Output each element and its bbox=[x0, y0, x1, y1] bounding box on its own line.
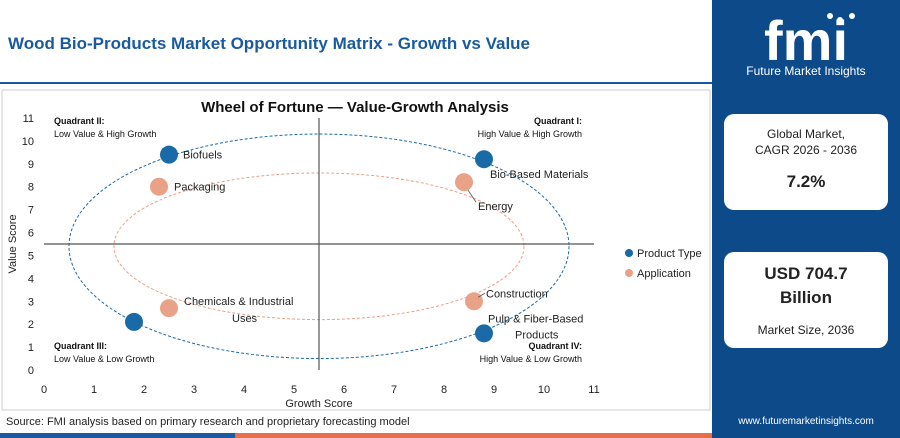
source-note: Source: FMI analysis based on primary re… bbox=[6, 416, 410, 428]
x-axis-label: Growth Score bbox=[285, 398, 352, 410]
bottom-accent-bar bbox=[0, 433, 712, 438]
y-axis-label: Value Score bbox=[7, 214, 19, 273]
legend-label-product: Product Type bbox=[637, 248, 702, 260]
brand-tagline: Future Market Insights bbox=[746, 64, 866, 78]
construction-leader-line bbox=[477, 292, 486, 298]
y-tick-label: 9 bbox=[28, 159, 34, 171]
quadrant-4-desc: High Value & Low Growth bbox=[480, 354, 582, 364]
quadrant-3-desc: Low Value & Low Growth bbox=[54, 354, 154, 364]
data-point bbox=[160, 145, 178, 164]
point-label: Construction bbox=[486, 288, 548, 300]
x-tick-label: 2 bbox=[141, 384, 147, 396]
x-tick-label: 7 bbox=[391, 384, 397, 396]
page-title: Wood Bio-Products Market Opportunity Mat… bbox=[8, 34, 531, 53]
data-point bbox=[455, 173, 473, 192]
x-tick-label: 10 bbox=[538, 384, 550, 396]
x-tick-label: 9 bbox=[491, 384, 497, 396]
x-tick-label: 1 bbox=[91, 384, 97, 396]
point-label: Energy bbox=[478, 201, 513, 213]
point-label: Biofuels bbox=[183, 150, 223, 162]
data-point bbox=[475, 324, 493, 343]
header-divider bbox=[0, 82, 712, 84]
data-point bbox=[475, 150, 493, 169]
y-tick-label: 3 bbox=[28, 296, 34, 308]
market-size-card: USD 704.7 Billion Market Size, 2036 bbox=[724, 252, 888, 348]
chart-frame bbox=[1, 89, 711, 411]
scatter-chart: Wheel of Fortune — Value-Growth Analysis… bbox=[1, 89, 711, 411]
point-label: Pulp & Fiber-Based bbox=[488, 313, 583, 325]
quadrant-2-title: Quadrant II: bbox=[54, 116, 105, 126]
point-label: Uses bbox=[232, 313, 258, 325]
cagr-label-2: CAGR 2026 - 2036 bbox=[754, 143, 858, 157]
quadrant-3-title: Quadrant III: bbox=[54, 341, 107, 351]
data-point bbox=[465, 292, 483, 311]
x-tick-label: 8 bbox=[441, 384, 447, 396]
y-tick-label: 7 bbox=[28, 205, 34, 217]
cagr-card: Global Market, CAGR 2026 - 2036 7.2% bbox=[724, 114, 888, 210]
size-value-1: USD 704.7 bbox=[764, 264, 848, 283]
x-tick-label: 3 bbox=[191, 384, 197, 396]
legend-swatch-application bbox=[625, 269, 633, 277]
point-label: Packaging bbox=[174, 182, 225, 194]
size-value-2: Billion bbox=[780, 288, 832, 307]
y-tick-label: 11 bbox=[23, 113, 34, 125]
y-tick-label: 6 bbox=[28, 228, 34, 240]
fmi-logo: fmi bbox=[764, 9, 855, 72]
logo-text: fmi bbox=[764, 9, 848, 72]
x-tick-label: 4 bbox=[241, 384, 247, 396]
quadrant-1-title: Quadrant I: bbox=[534, 116, 582, 126]
x-tick-label: 5 bbox=[291, 384, 297, 396]
point-label: Chemicals & Industrial bbox=[184, 296, 293, 308]
y-tick-label: 1 bbox=[28, 342, 34, 354]
info-panel: fmi Future Market Insights Global Market… bbox=[712, 0, 900, 438]
energy-leader-line bbox=[467, 189, 477, 203]
y-tick-label: 8 bbox=[28, 182, 34, 194]
y-tick-label: 10 bbox=[22, 136, 34, 148]
point-label: Products bbox=[515, 329, 559, 341]
y-tick-label: 5 bbox=[28, 250, 34, 262]
data-point bbox=[150, 177, 168, 196]
quadrant-1-desc: High Value & High Growth bbox=[478, 129, 582, 139]
website-link[interactable]: www.futuremarketinsights.com bbox=[738, 416, 874, 427]
data-point bbox=[160, 299, 178, 318]
legend-label-application: Application bbox=[637, 268, 691, 280]
size-label: Market Size, 2036 bbox=[757, 323, 855, 337]
chart-title: Wheel of Fortune — Value-Growth Analysis bbox=[201, 99, 509, 116]
x-tick-label: 0 bbox=[41, 384, 47, 396]
point-label: Bio-Based Materials bbox=[490, 169, 589, 181]
quadrant-2-desc: Low Value & High Growth bbox=[54, 129, 156, 139]
y-tick-label: 0 bbox=[28, 365, 34, 377]
y-tick-label: 4 bbox=[28, 273, 34, 285]
x-tick-label: 11 bbox=[588, 384, 599, 396]
quadrant-4-title: Quadrant IV: bbox=[528, 341, 582, 351]
legend-swatch-product bbox=[625, 249, 633, 257]
data-point bbox=[125, 312, 143, 331]
y-tick-label: 2 bbox=[28, 319, 34, 331]
cagr-value: 7.2% bbox=[786, 172, 826, 191]
cagr-label-1: Global Market, bbox=[766, 127, 846, 141]
x-tick-label: 6 bbox=[341, 384, 347, 396]
